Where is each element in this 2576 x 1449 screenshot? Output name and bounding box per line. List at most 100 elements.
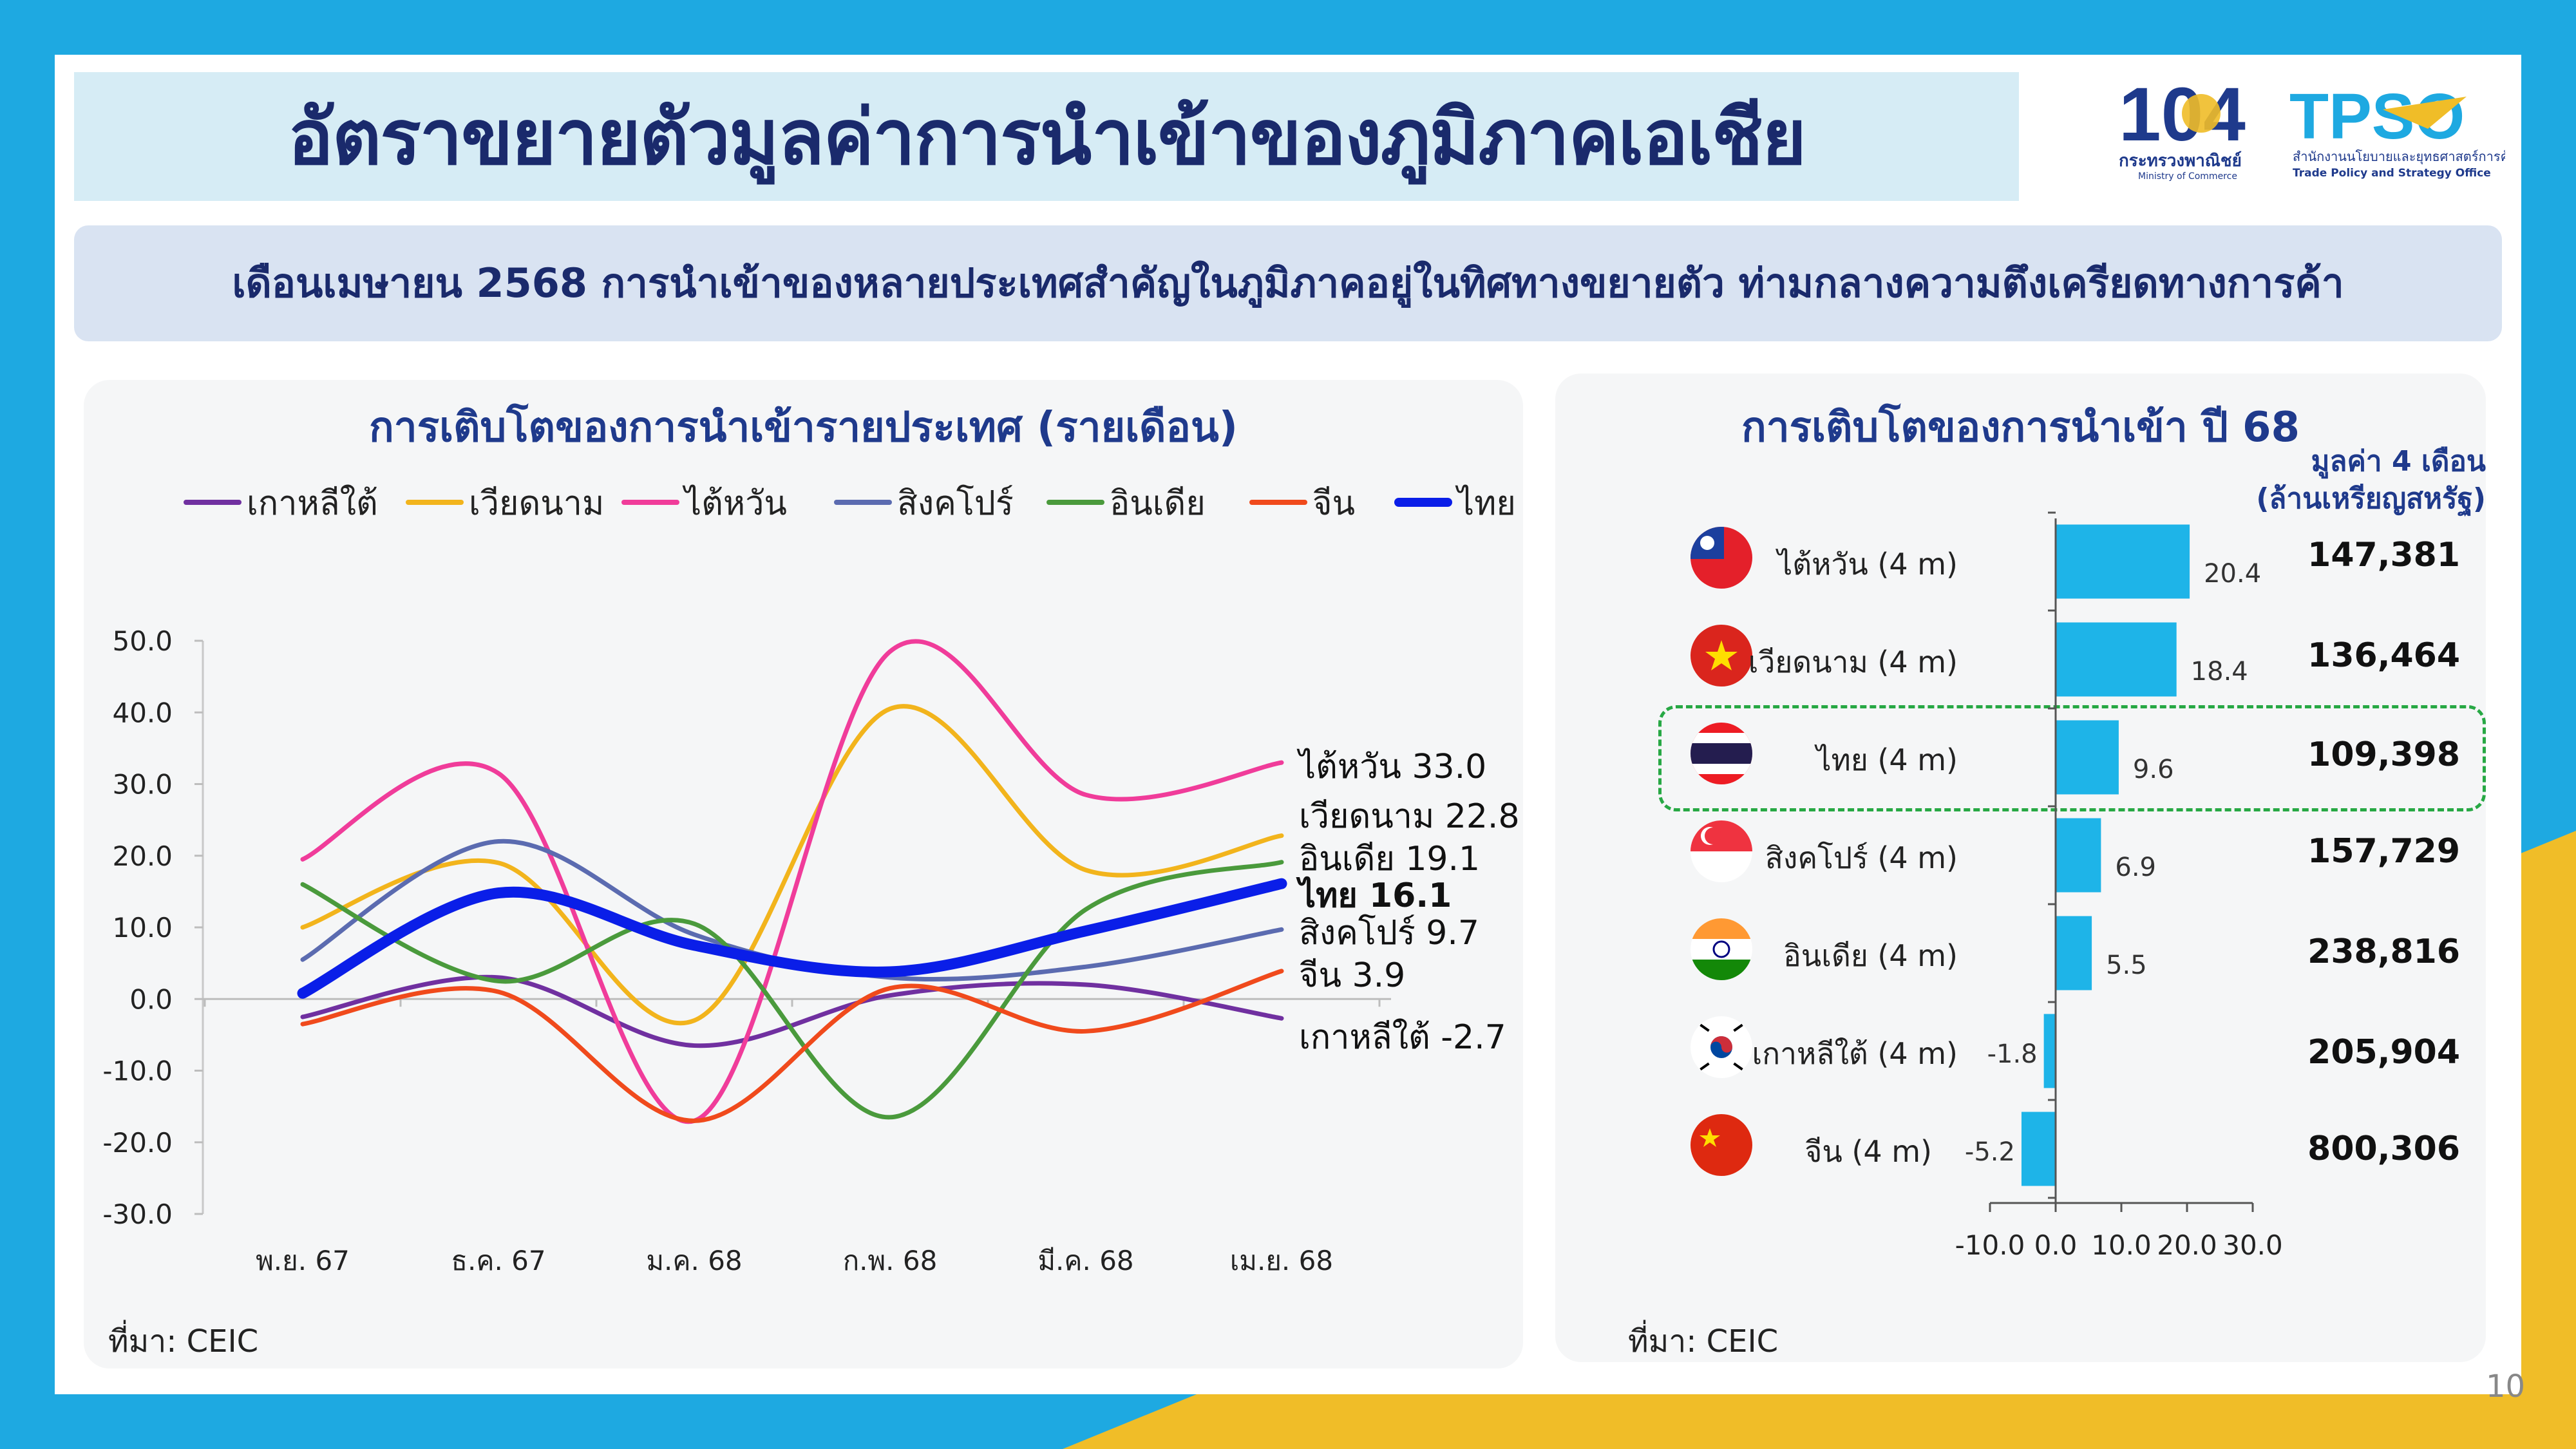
- bar-value-label: 6.9: [2115, 853, 2156, 882]
- legend-item-vietnam: เวียดนาม: [406, 480, 604, 525]
- y-tick-label: 10.0: [112, 912, 173, 943]
- series-end-label-taiwan: ไต้หวัน 33.0: [1296, 748, 1486, 786]
- legend-label-india: อินเดีย: [1110, 484, 1206, 523]
- bar-x-tick-label: 10.0: [2091, 1229, 2152, 1261]
- bar: [2056, 818, 2101, 893]
- bar-category-label: จีน (4 m): [1804, 1134, 1932, 1169]
- bar: [2056, 622, 2177, 697]
- legend-item-korea: เกาหลีใต้: [184, 480, 378, 525]
- y-tick-label: 50.0: [112, 625, 173, 657]
- thailand-flag-icon: [1690, 723, 1752, 784]
- korea-flag-icon: [1690, 1016, 1752, 1078]
- thailand-highlight-box: [1658, 705, 2486, 811]
- bar-category-label: ไทย (4 m): [1816, 743, 1958, 777]
- logo-area: 104 กระทรวงพาณิชย์ Ministry of Commerce …: [2106, 71, 2516, 187]
- bar-chart-source: ที่มา: CEIC: [1628, 1323, 1779, 1359]
- value-header-2: (ล้านเหรียญสหรัฐ): [2256, 482, 2486, 515]
- x-tick-label: เม.ย. 68: [1230, 1245, 1333, 1276]
- legend-item-singapore: สิงคโปร์: [834, 480, 1014, 525]
- bar-value-label: -1.8: [1987, 1039, 2038, 1069]
- bar-value-label: 9.6: [2133, 755, 2174, 784]
- bar-category-label: อินเดีย (4 m): [1783, 938, 1958, 973]
- y-tick-label: -10.0: [102, 1056, 173, 1087]
- bar-category-label: เกาหลีใต้ (4 m): [1752, 1036, 1958, 1071]
- y-tick-label: -20.0: [102, 1127, 173, 1159]
- legend-item-thailand: ไทย: [1394, 480, 1516, 525]
- series-line-china: [300, 969, 1284, 1123]
- bar: [2056, 524, 2190, 599]
- bar-x-tick-label: -10.0: [1955, 1229, 2025, 1261]
- line-chart-panel: [84, 380, 1523, 1368]
- tpso-logo: TPSO สำนักงานนโยบายและยุทธศาสตร์การค้า T…: [2289, 80, 2516, 180]
- moc-logo: 104 กระทรวงพาณิชย์ Ministry of Commerce: [2119, 72, 2246, 182]
- y-tick-label: 0.0: [129, 983, 173, 1015]
- bar-chart-title: การเติบโตของการนำเข้า ปี 68: [1741, 404, 2300, 451]
- bar: [2021, 1112, 2056, 1186]
- bar-x-tick-label: 20.0: [2157, 1229, 2217, 1261]
- legend-label-vietnam: เวียดนาม: [469, 484, 605, 523]
- series-end-label-india: อินเดีย 19.1: [1299, 840, 1480, 878]
- bar-x-tick-label: 0.0: [2034, 1229, 2078, 1261]
- x-tick-label: ก.พ. 68: [843, 1245, 938, 1276]
- title-box: อัตราขยายตัวมูลค่าการนำเข้าของภูมิภาคเอเ…: [74, 72, 2019, 201]
- legend-label-china: จีน: [1312, 484, 1356, 523]
- series-end-label-vietnam: เวียดนาม 22.8: [1299, 797, 1520, 836]
- series-end-label-china: จีน 3.9: [1299, 956, 1405, 995]
- moc-name: กระทรวงพาณิชย์: [2119, 151, 2242, 171]
- bar-category-label: สิงคโปร์ (4 m): [1765, 840, 1958, 875]
- legend-label-thailand: ไทย: [1457, 484, 1516, 523]
- bar-total-value: 157,729: [2307, 832, 2460, 871]
- tpso-en: Trade Policy and Strategy Office: [2293, 167, 2491, 180]
- bar-total-value: 109,398: [2307, 735, 2460, 774]
- legend-label-korea: เกาหลีใต้: [247, 484, 378, 523]
- china-flag-icon: [1690, 1114, 1752, 1176]
- subtitle-box: เดือนเมษายน 2568 การนำเข้าของหลายประเทศส…: [74, 225, 2502, 341]
- bar: [2056, 720, 2119, 795]
- subtitle: เดือนเมษายน 2568 การนำเข้าของหลายประเทศส…: [232, 260, 2344, 307]
- y-tick-label: 30.0: [112, 769, 173, 800]
- bar-value-label: 20.4: [2204, 559, 2261, 589]
- y-tick-label: 20.0: [112, 840, 173, 872]
- x-tick-label: มี.ค. 68: [1037, 1245, 1133, 1276]
- line-chart-source: ที่มา: CEIC: [108, 1323, 259, 1359]
- bar: [2043, 1014, 2056, 1088]
- series-line-thailand: [297, 878, 1287, 999]
- series-line-vietnam: [300, 704, 1284, 1026]
- series-end-label-singapore: สิงคโปร์ 9.7: [1299, 914, 1479, 952]
- line-chart-legend: เกาหลีใต้ เวียดนาม ไต้หวัน สิงคโปร์ อินเ…: [184, 480, 1530, 525]
- bar-x-tick-label: 30.0: [2222, 1229, 2283, 1261]
- line-chart-title: การเติบโตของการนำเข้ารายประเทศ (รายเดือน…: [369, 404, 1238, 451]
- moc-name-en: Ministry of Commerce: [2138, 171, 2237, 182]
- x-tick-label: ธ.ค. 67: [451, 1245, 545, 1276]
- legend-item-taiwan: ไต้หวัน: [621, 480, 787, 525]
- bar-category-label: ไต้หวัน (4 m): [1777, 547, 1958, 582]
- legend-label-taiwan: ไต้หวัน: [685, 484, 787, 523]
- bar-category-label: เวียดนาม (4 m): [1748, 645, 1958, 679]
- x-tick-label: ม.ค. 68: [646, 1245, 742, 1276]
- value-header-1: มูลค่า 4 เดือน: [2311, 445, 2486, 478]
- bar: [2056, 916, 2092, 990]
- y-tick-label: -30.0: [102, 1198, 173, 1230]
- legend-label-singapore: สิงคโปร์: [897, 484, 1014, 523]
- vietnam-flag-icon: [1690, 625, 1752, 687]
- bar-total-value: 136,464: [2307, 636, 2460, 675]
- bar-total-value: 147,381: [2307, 536, 2460, 574]
- series-end-label-thailand: ไทย 16.1: [1296, 876, 1452, 915]
- bar-value-label: 18.4: [2191, 657, 2248, 687]
- taiwan-flag-icon: [1690, 527, 1752, 589]
- y-tick-label: 40.0: [112, 697, 173, 728]
- bar-total-value: 205,904: [2307, 1033, 2460, 1072]
- legend-item-india: อินเดีย: [1046, 480, 1206, 525]
- page-number: 10: [2486, 1368, 2526, 1405]
- series-end-label-korea: เกาหลีใต้ -2.7: [1299, 1018, 1506, 1057]
- bar-total-value: 800,306: [2307, 1130, 2460, 1168]
- page-title: อัตราขยายตัวมูลค่าการนำเข้าของภูมิภาคเอเ…: [287, 93, 1806, 182]
- x-tick-label: พ.ย. 67: [256, 1245, 350, 1276]
- legend-item-china: จีน: [1249, 480, 1355, 525]
- bar-value-label: 5.5: [2106, 951, 2147, 980]
- bar-total-value: 238,816: [2307, 933, 2460, 971]
- bar-value-label: -5.2: [1965, 1137, 2015, 1167]
- tpso-thai: สำนักงานนโยบายและยุทธศาสตร์การค้า: [2293, 149, 2505, 165]
